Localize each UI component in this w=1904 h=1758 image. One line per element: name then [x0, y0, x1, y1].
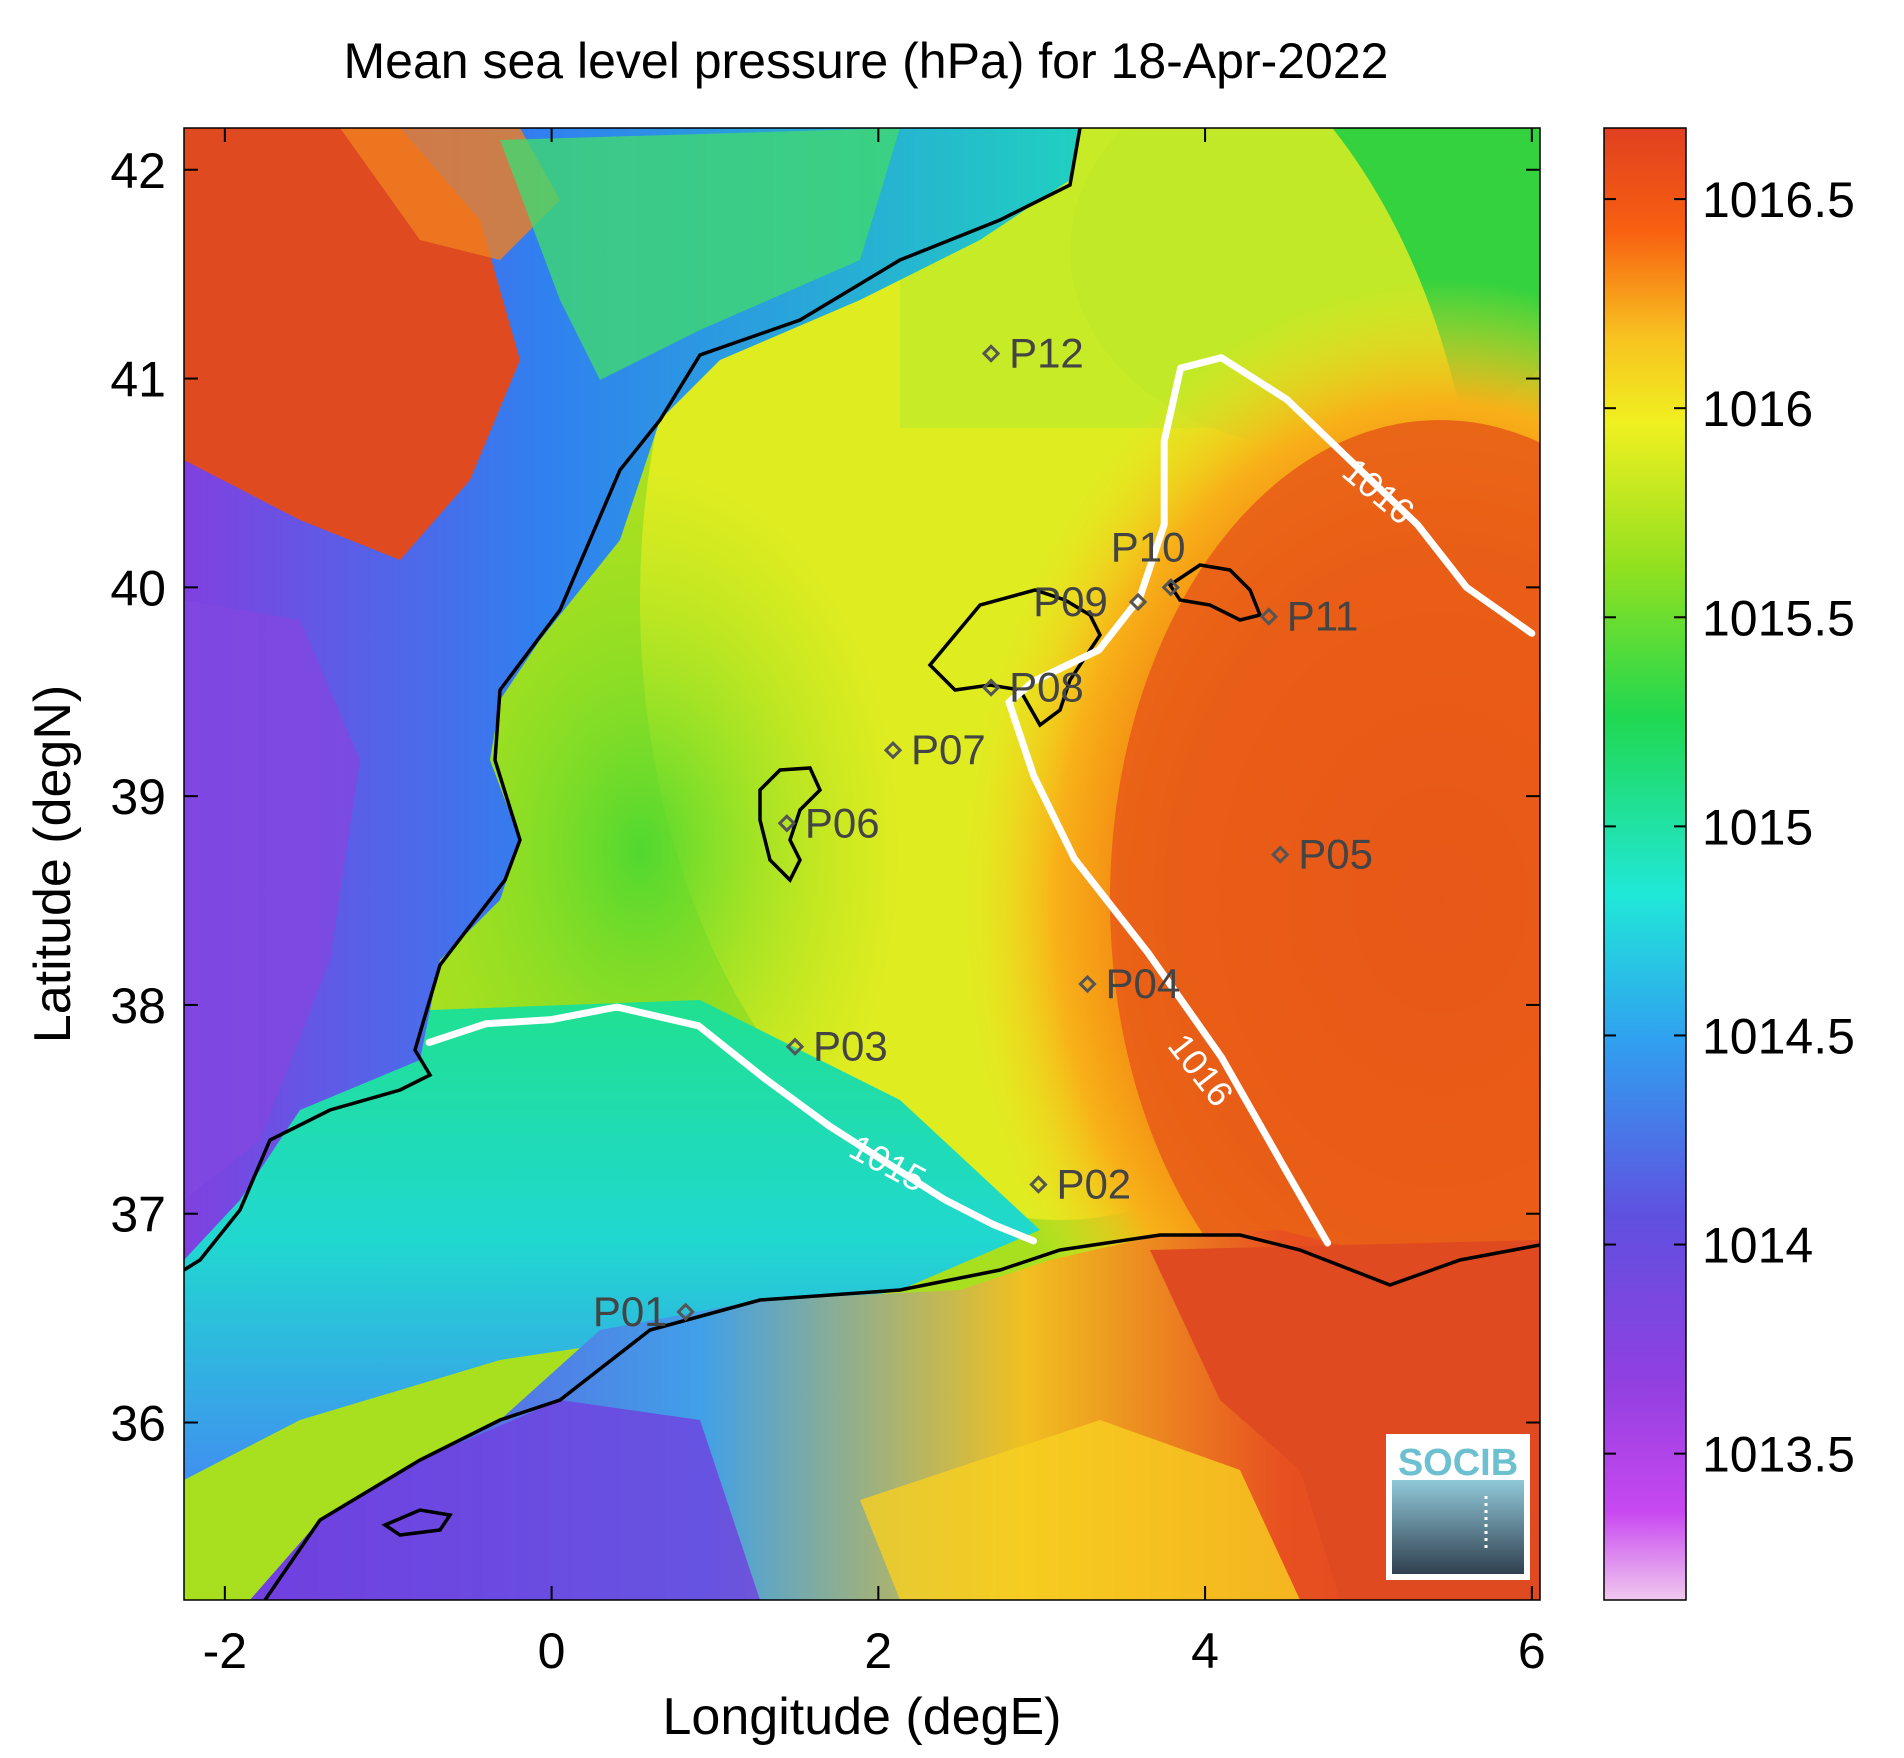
station-label: P11 [1287, 593, 1359, 640]
chart-title: Mean sea level pressure (hPa) for 18-Apr… [344, 33, 1389, 89]
colorbar [1603, 127, 1687, 1601]
socib-logo-text: SOCIB [1398, 1442, 1518, 1484]
x-tick-label: -2 [203, 1623, 247, 1679]
y-axis-label: Latitude (degN) [24, 685, 82, 1043]
y-axis-ticks: 36 37 38 39 40 41 42 [110, 143, 1540, 1452]
x-axis-ticks: -2 0 2 4 6 [203, 128, 1546, 1679]
station-label: P08 [1009, 664, 1084, 711]
x-axis-label: Longitude (degE) [663, 1688, 1062, 1746]
x-tick-label: 2 [864, 1623, 892, 1679]
station-marker [1271, 845, 1290, 864]
colorbar-tick-label: 1015 [1702, 799, 1813, 855]
station-label: P09 [1033, 578, 1108, 625]
isobar-1015 [425, 1003, 1037, 1245]
station-marker [883, 741, 903, 760]
colorbar-tick-label: 1016 [1702, 381, 1813, 437]
colorbar-tick-label: 1014 [1702, 1218, 1813, 1274]
colorbar-tick-label: 1013.5 [1702, 1427, 1855, 1483]
station-marker [1259, 607, 1278, 626]
station-marker [1029, 1175, 1048, 1194]
y-tick-label: 36 [110, 1396, 166, 1452]
x-tick-label: 4 [1191, 1623, 1219, 1679]
station-marker [676, 1302, 695, 1322]
station-label: P05 [1298, 831, 1373, 878]
y-tick-label: 37 [110, 1187, 166, 1243]
station-label: P04 [1105, 960, 1180, 1007]
y-tick-label: 39 [110, 769, 166, 825]
station-label: P12 [1009, 329, 1084, 376]
colorbar-ticks: 1013.5 1014 1014.5 1015 1015.5 1016 1016.5 [1604, 172, 1855, 1483]
y-tick-label: 42 [110, 143, 166, 199]
station-marker [1078, 974, 1097, 994]
coastline [184, 128, 1540, 1600]
station-label: P06 [805, 799, 880, 846]
station-label: P03 [813, 1023, 888, 1070]
station-marker [981, 344, 1001, 363]
y-tick-label: 38 [110, 978, 166, 1034]
station-label: P07 [911, 726, 986, 773]
x-tick-label: 6 [1518, 1623, 1546, 1679]
map-frame [183, 127, 1541, 1601]
colorbar-tick-label: 1015.5 [1702, 590, 1855, 646]
station-marker [785, 1037, 805, 1056]
station-label: P02 [1056, 1160, 1131, 1207]
station-marker [777, 814, 797, 833]
station-marker [981, 678, 1001, 697]
x-tick-label: 0 [538, 1623, 566, 1679]
socib-logo: SOCIB [1386, 1434, 1530, 1580]
y-tick-label: 41 [110, 352, 166, 408]
station-label: P01 [593, 1288, 668, 1335]
colorbar-tick-label: 1016.5 [1702, 172, 1855, 228]
station-marker [1128, 592, 1148, 612]
y-tick-label: 40 [110, 560, 166, 616]
colorbar-tick-label: 1014.5 [1702, 1008, 1855, 1064]
station-marker [1161, 578, 1180, 597]
station-label: P10 [1111, 523, 1186, 570]
